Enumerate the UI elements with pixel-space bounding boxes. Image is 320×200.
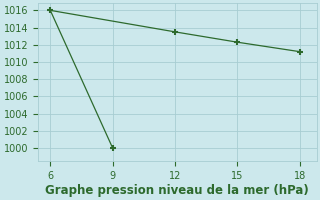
X-axis label: Graphe pression niveau de la mer (hPa): Graphe pression niveau de la mer (hPa) [45, 184, 309, 197]
